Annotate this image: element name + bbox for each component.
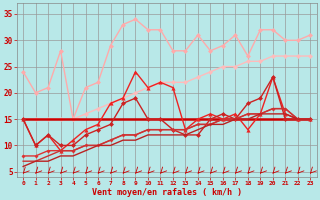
X-axis label: Vent moyen/en rafales ( km/h ): Vent moyen/en rafales ( km/h ) [92,188,242,197]
